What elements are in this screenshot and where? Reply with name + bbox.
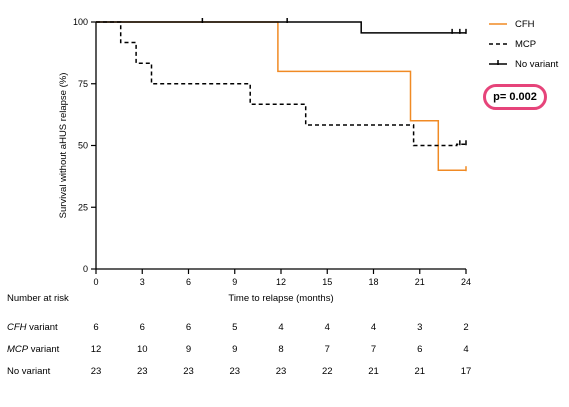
y-tick-label: 75 bbox=[78, 79, 88, 89]
p-value-text: p= 0.002 bbox=[493, 91, 537, 103]
p-value-badge: p= 0.002 bbox=[483, 84, 547, 110]
x-tick-label: 24 bbox=[461, 277, 471, 287]
x-tick-label: 15 bbox=[322, 277, 332, 287]
chart-series-layer bbox=[96, 18, 467, 172]
chart-legend: CFH MCP No variant bbox=[489, 19, 559, 70]
y-tick-label: 25 bbox=[78, 202, 88, 212]
x-tick-label: 21 bbox=[415, 277, 425, 287]
x-axis-title: Time to relapse (months) bbox=[228, 293, 333, 304]
legend-label: MCP bbox=[515, 39, 536, 50]
y-tick-label: 100 bbox=[73, 17, 88, 27]
series-line-cfh bbox=[96, 21, 466, 171]
x-tick-label: 3 bbox=[140, 277, 145, 287]
x-tick-label: 0 bbox=[93, 277, 98, 287]
chart-axes: 0 25 50 75 100 0 3 6 9 12 15 18 21 24 Time to relapse … bbox=[58, 17, 471, 304]
series-line-mcp bbox=[96, 21, 466, 147]
x-tick-label: 9 bbox=[232, 277, 237, 287]
legend-label: CFH bbox=[515, 19, 535, 30]
y-axis-title: Survival without aHUS relapse (%) bbox=[58, 73, 69, 219]
x-tick-label: 6 bbox=[186, 277, 191, 287]
legend-label: No variant bbox=[515, 59, 559, 70]
series-line-no-variant bbox=[96, 21, 466, 34]
x-tick-label: 12 bbox=[276, 277, 286, 287]
y-tick-label: 50 bbox=[78, 141, 88, 151]
x-tick-label: 18 bbox=[368, 277, 378, 287]
y-tick-label: 0 bbox=[83, 264, 88, 274]
